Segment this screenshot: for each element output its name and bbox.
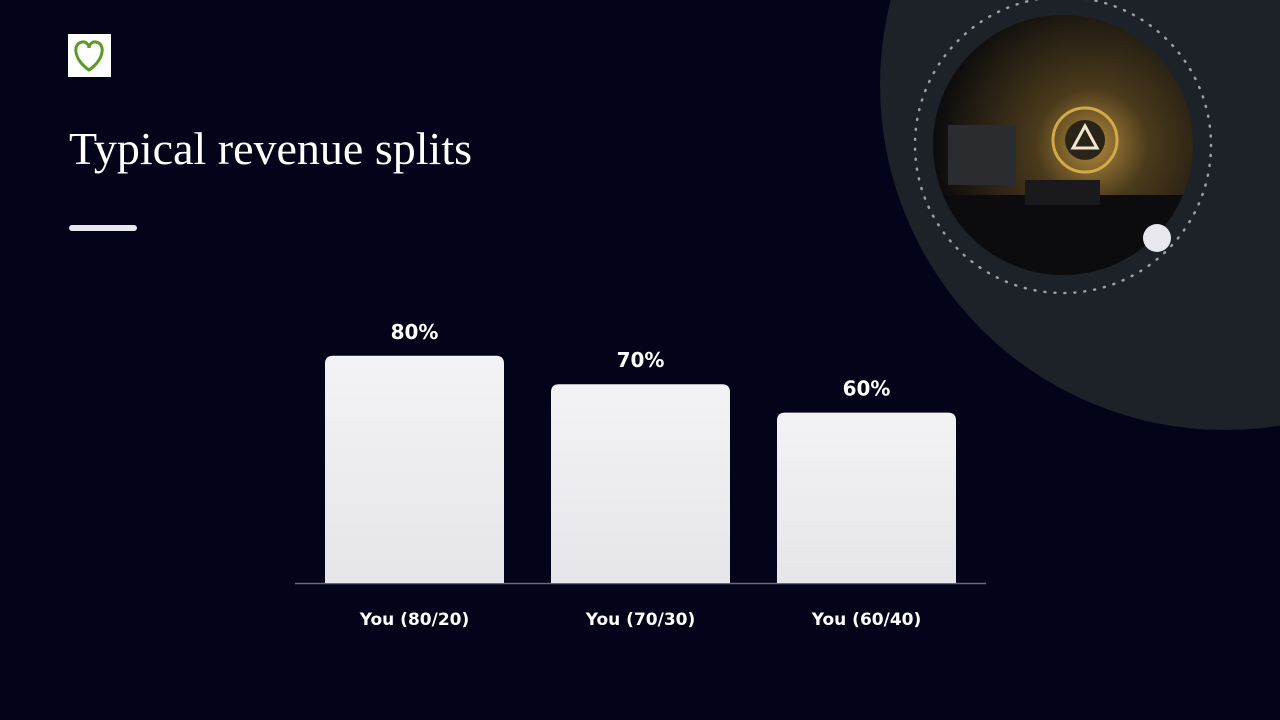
x-tick-label: You (70/30)	[585, 610, 696, 630]
bar	[777, 412, 956, 583]
value-label: 70%	[617, 348, 665, 372]
title-underline	[69, 225, 137, 231]
x-tick-label: You (60/40)	[811, 610, 922, 630]
value-label: 60%	[843, 377, 891, 401]
x-tick-label: You (80/20)	[359, 610, 470, 630]
value-label: 80%	[391, 320, 439, 344]
decor-dot	[1143, 224, 1171, 252]
chart-title: Typical revenue splits	[69, 123, 472, 174]
photo	[933, 15, 1193, 275]
bar	[325, 355, 504, 583]
bar	[551, 384, 730, 583]
dotted-ring	[913, 0, 1213, 295]
logo	[68, 34, 111, 77]
